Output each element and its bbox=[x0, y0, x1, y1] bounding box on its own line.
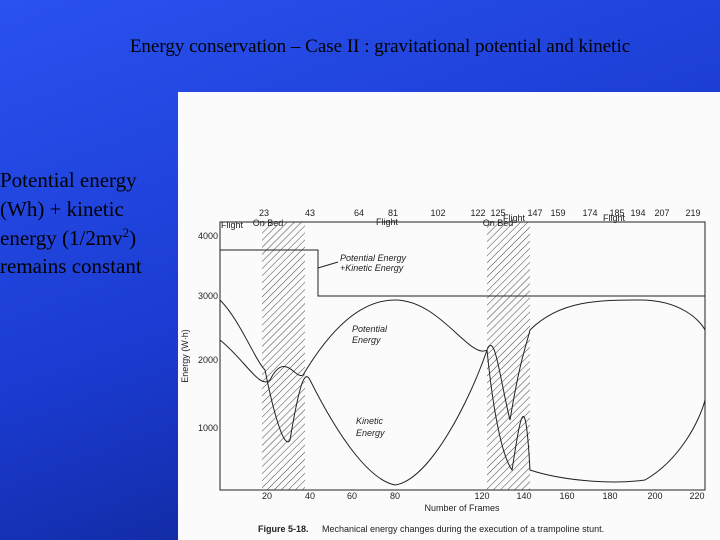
body-line: (Wh) + kinetic bbox=[0, 197, 124, 221]
frame-label: 102 bbox=[430, 208, 445, 218]
bed-contact-zone bbox=[262, 222, 305, 490]
frame-label: 23 bbox=[259, 208, 269, 218]
leader-line bbox=[317, 261, 339, 269]
frame-label: 207 bbox=[654, 208, 669, 218]
caption: Mechanical energy changes during the exe… bbox=[322, 524, 604, 534]
frame-label: 81 bbox=[388, 208, 398, 218]
phase-label: On Bed bbox=[483, 218, 514, 228]
body-part: energy (1/2mv bbox=[0, 226, 123, 250]
x-tick-label: 160 bbox=[559, 491, 574, 501]
frame-label: 125 bbox=[490, 208, 505, 218]
frame-label: 43 bbox=[305, 208, 315, 218]
frame-label: 159 bbox=[550, 208, 565, 218]
frame-label: 174 bbox=[582, 208, 597, 218]
slide-title: Energy conservation – Case II : gravitat… bbox=[130, 36, 630, 57]
curve-label: Potential bbox=[352, 324, 388, 334]
phase-label: Flight bbox=[221, 220, 244, 230]
frame-label: 194 bbox=[630, 208, 645, 218]
body-line: remains constant bbox=[0, 254, 142, 278]
x-tick-label: 60 bbox=[347, 491, 357, 501]
superscript: 2 bbox=[123, 225, 130, 240]
x-tick-label: 40 bbox=[305, 491, 315, 501]
x-tick-label: 180 bbox=[602, 491, 617, 501]
curve-label: Energy bbox=[356, 428, 385, 438]
x-tick-label: 140 bbox=[516, 491, 531, 501]
body-line: Potential energy bbox=[0, 168, 137, 192]
x-tick-label: 80 bbox=[390, 491, 400, 501]
phase-label: Flight bbox=[603, 213, 626, 223]
x-tick-label: 220 bbox=[689, 491, 704, 501]
body-text: Potential energy (Wh) + kinetic energy (… bbox=[0, 168, 142, 278]
caption-number: Figure 5-18. bbox=[258, 524, 309, 534]
body-line: energy (1/2mv2) bbox=[0, 225, 136, 250]
bed-contact-zone bbox=[487, 222, 530, 490]
figure-background bbox=[178, 92, 720, 540]
frame-label: 185 bbox=[609, 208, 624, 218]
y-axis-label: Energy (W·h) bbox=[180, 329, 190, 383]
total-energy-curve bbox=[220, 249, 705, 297]
phase-label: Flight bbox=[376, 217, 399, 227]
y-tick-label: 2000 bbox=[198, 355, 218, 365]
y-tick-label: 3000 bbox=[198, 291, 218, 301]
frame-label: 219 bbox=[685, 208, 700, 218]
figure: 23 43 64 81 102 122 125 147 159 174 185 194 207 219 Fl… bbox=[178, 92, 720, 540]
phase-label: Flight bbox=[503, 213, 526, 223]
x-axis-label: Number of Frames bbox=[424, 503, 500, 513]
curve-label: Kinetic bbox=[356, 416, 384, 426]
x-tick-label: 200 bbox=[647, 491, 662, 501]
phase-label: On Bed bbox=[253, 218, 284, 228]
plot-frame bbox=[219, 221, 706, 491]
kinetic-energy-curve bbox=[219, 299, 706, 486]
x-tick-label: 20 bbox=[262, 491, 272, 501]
x-tick-label: 120 bbox=[474, 491, 489, 501]
curve-label: +Kinetic Energy bbox=[340, 263, 404, 273]
curve-label: Potential Energy bbox=[340, 253, 407, 263]
curve-label: Energy bbox=[352, 335, 381, 345]
frame-label: 64 bbox=[354, 208, 364, 218]
y-tick-label: 1000 bbox=[198, 423, 218, 433]
frame-label: 122 bbox=[470, 208, 485, 218]
body-part: ) bbox=[129, 226, 136, 250]
frame-label: 147 bbox=[527, 208, 542, 218]
y-tick-label: 4000 bbox=[198, 231, 218, 241]
